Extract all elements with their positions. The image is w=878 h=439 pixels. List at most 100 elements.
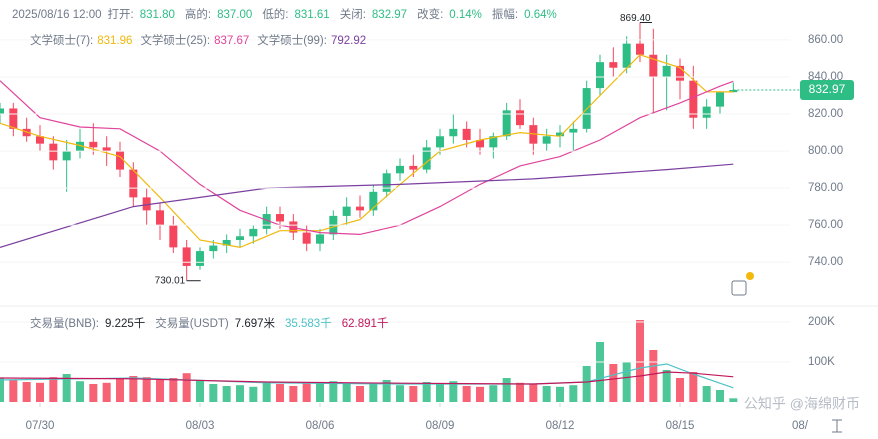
watermark: 公知乎 @海绵财币 [744, 396, 860, 412]
price-tag-label: 832.97 [809, 82, 846, 96]
info-value: 831.80 [140, 9, 175, 21]
info-label: 打开: [108, 7, 134, 21]
candle-body [596, 62, 604, 89]
candle-body [169, 225, 178, 248]
volume-bar [369, 382, 378, 402]
candle-body [249, 228, 258, 237]
volume-bar [436, 384, 444, 402]
volume-bar [9, 380, 18, 402]
y-tick-label: 760.00 [808, 219, 843, 231]
candle-body [622, 43, 631, 68]
volume-bar [0, 378, 4, 402]
candle-body [302, 232, 311, 244]
volume-bar [476, 386, 484, 402]
candle-body [609, 62, 618, 68]
candle-body [649, 54, 658, 77]
candle-body [449, 128, 458, 137]
candle-body [182, 247, 191, 266]
candle-body [422, 147, 431, 170]
volume-bar [276, 384, 284, 402]
volume-bar [49, 377, 58, 402]
volume-bar [582, 366, 591, 402]
volume-bar [396, 385, 404, 402]
volume-bar [342, 384, 351, 402]
volume-bar [116, 378, 124, 402]
info-label: 改变: [417, 7, 443, 21]
candle-body [116, 151, 124, 170]
legend-label: 交易量(USDT) [155, 316, 229, 330]
volume-bar [622, 362, 631, 402]
candle-body [49, 143, 58, 161]
volume-bar [676, 378, 684, 402]
info-label: 低的: [262, 7, 288, 21]
y-tick-label: 820.00 [808, 108, 843, 120]
candle-body [342, 206, 351, 216]
legend-label: 文学硕士(25): [140, 33, 210, 47]
candle-body [542, 136, 551, 144]
candle-body [0, 108, 4, 115]
volume-bar [129, 376, 138, 402]
volume-bar [356, 386, 364, 402]
volume-bar [142, 377, 151, 402]
volume-bar [729, 398, 738, 402]
candle-body [462, 128, 471, 140]
y-tick-label: 100K [808, 356, 835, 368]
price-tag [800, 80, 854, 101]
icon [731, 272, 842, 433]
y-tick-label: 800.00 [808, 145, 843, 157]
candle-body [662, 65, 671, 77]
volume-bar [422, 382, 431, 402]
volume-bar [702, 386, 711, 402]
candle-body [636, 43, 644, 55]
candle-body [569, 128, 578, 133]
candle-body [76, 141, 84, 152]
candle-body [356, 206, 364, 211]
legend-value: 837.67 [214, 35, 249, 47]
legend-value: 62.891千 [342, 317, 389, 330]
candle-body [702, 106, 711, 118]
info-label: 2025/08/16 12:00 [12, 9, 102, 21]
volume-bar [662, 370, 671, 402]
volume-ma-line [0, 371, 734, 385]
volume-bar [542, 386, 551, 402]
x-tick-label: 08/09 [426, 420, 455, 432]
annotation: 730.01 [155, 275, 186, 286]
volume-bar [156, 378, 164, 402]
volume-bar [596, 342, 604, 402]
candle-body [316, 234, 324, 244]
info-value: 831.61 [295, 9, 330, 21]
x-tick-label: 08/03 [186, 420, 215, 432]
volume-bar [329, 381, 338, 402]
volume-bar [249, 386, 258, 402]
volume-bar [502, 378, 511, 402]
candle-body [142, 197, 151, 211]
candle-body [516, 110, 524, 126]
info-label: 振幅: [492, 7, 518, 21]
candle-body [689, 80, 698, 118]
annotation: 869.40 [620, 13, 651, 24]
candle-body [369, 191, 378, 211]
candle-body [382, 173, 391, 192]
candle-body [409, 165, 418, 170]
candle-body [236, 236, 244, 240]
volume-bar [462, 386, 471, 402]
volume-bar [209, 384, 218, 402]
ma-line [0, 54, 734, 249]
volume-bar [449, 381, 458, 402]
y-tick-label: 780.00 [808, 182, 843, 194]
volume-bar [302, 382, 311, 402]
volume-bar [516, 382, 524, 402]
ma-line [0, 163, 734, 248]
legend-value: 831.96 [97, 35, 132, 47]
volume-bar [289, 386, 298, 402]
legend-value: 7.697米 [235, 317, 276, 330]
volume-bar [316, 382, 324, 402]
candle-body [502, 110, 511, 137]
candle-body [489, 136, 498, 148]
volume-bar [689, 372, 698, 402]
candle-body [102, 147, 111, 152]
legend-label: 文学硕士(7): [30, 33, 93, 47]
volume-bar [409, 386, 418, 402]
candle-body [129, 169, 138, 198]
